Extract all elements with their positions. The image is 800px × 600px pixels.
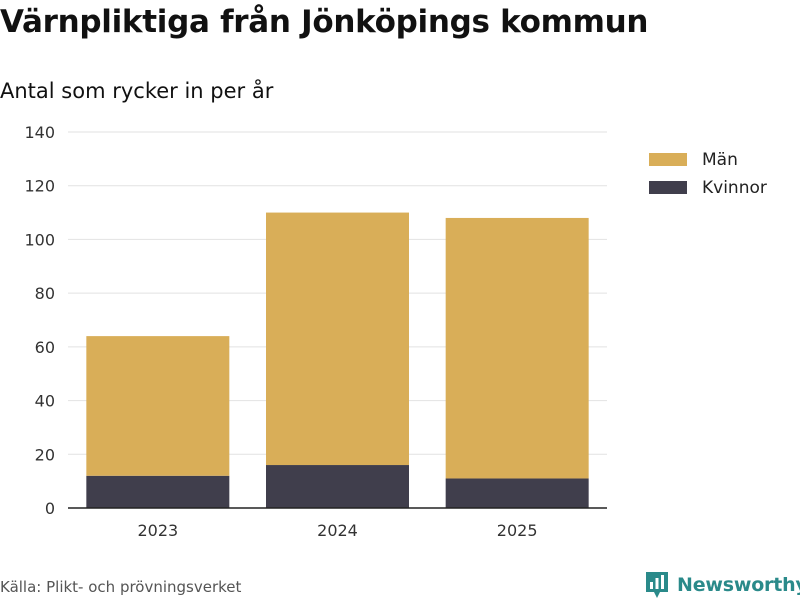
bar-mn-2025 <box>445 217 589 479</box>
stacked-bar-chart: 0 20 40 60 80 100 120 140 2023 2024 2025 Män Kvinnor <box>24 123 767 540</box>
brand-logo: Newsworthy <box>644 570 800 600</box>
x-tick-label: 2025 <box>497 521 538 540</box>
y-tick-label: 80 <box>35 284 55 303</box>
legend-swatch <box>649 181 687 194</box>
legend-swatch <box>649 153 687 166</box>
y-tick-label: 40 <box>35 392 55 411</box>
y-tick-label: 60 <box>35 338 55 357</box>
chart-title: Värnpliktiga från Jönköpings kommun <box>0 4 649 40</box>
bar-mn-2024 <box>266 212 409 466</box>
brand-name: Newsworthy <box>677 574 800 596</box>
y-tick-label: 120 <box>24 177 55 196</box>
newsworthy-logo-icon <box>646 572 668 598</box>
bar-kvinnor-2023 <box>86 475 230 508</box>
chart-subtitle: Antal som rycker in per år <box>0 79 274 103</box>
legend-label: Kvinnor <box>702 178 767 198</box>
x-tick-label: 2024 <box>317 521 358 540</box>
y-tick-label: 100 <box>24 230 55 249</box>
bar-kvinnor-2024 <box>266 465 409 508</box>
y-tick-label: 0 <box>45 499 55 518</box>
y-tick-label: 140 <box>24 123 55 142</box>
source-note: Källa: Plikt- och prövningsverket <box>0 578 242 596</box>
legend-label: Män <box>702 150 738 170</box>
y-tick-label: 20 <box>35 445 55 464</box>
bar-mn-2023 <box>86 336 230 476</box>
x-tick-label: 2023 <box>137 521 178 540</box>
bar-kvinnor-2025 <box>445 478 589 508</box>
